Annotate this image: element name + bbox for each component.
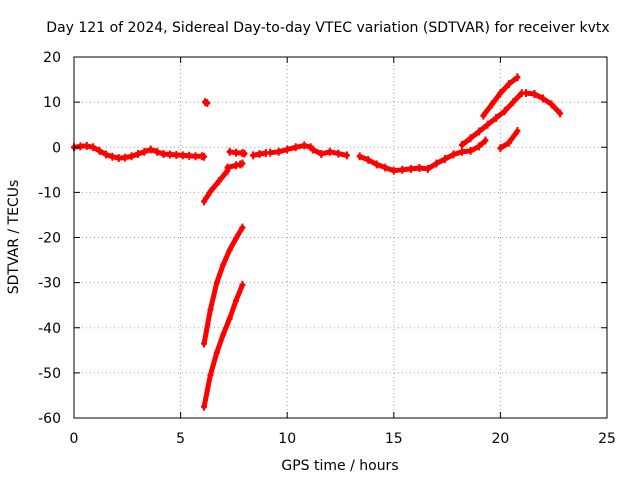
x-tick-label: 15 — [385, 431, 403, 447]
y-tick-label: -20 — [38, 231, 61, 247]
y-axis-label: SDTVAR / TECUs — [6, 180, 22, 295]
series-arc-2 — [201, 168, 230, 204]
y-tick-label: -50 — [38, 366, 61, 382]
x-tick-label: 0 — [70, 431, 79, 447]
x-tick-label: 5 — [176, 431, 185, 447]
series-arc-11 — [459, 90, 525, 148]
y-tick-label: -10 — [38, 185, 61, 201]
series-arc-1 — [71, 143, 207, 161]
x-tick-label: 25 — [598, 431, 616, 447]
y-tick-label: 10 — [43, 95, 61, 111]
series-arc-10 — [357, 138, 488, 174]
data-series — [71, 73, 564, 411]
chart-title: Day 121 of 2024, Sidereal Day-to-day VTE… — [46, 20, 609, 36]
y-tick-label: -40 — [38, 321, 61, 337]
y-tick-label: 0 — [52, 140, 61, 156]
y-tick-label: 20 — [43, 50, 61, 66]
y-tick-label: -60 — [38, 411, 61, 427]
x-tick-label: 10 — [278, 431, 296, 447]
plot-frame — [73, 56, 608, 419]
x-axis-label: GPS time / hours — [281, 458, 398, 474]
axis-ticks: 0 5 10 15 20 25 20 10 0 -10 -20 -30 -40 -50 -60 — [38, 50, 616, 447]
y-tick-label: -30 — [38, 276, 61, 292]
grid — [74, 57, 607, 418]
series-arc-5 — [201, 225, 245, 346]
x-tick-label: 20 — [491, 431, 509, 447]
